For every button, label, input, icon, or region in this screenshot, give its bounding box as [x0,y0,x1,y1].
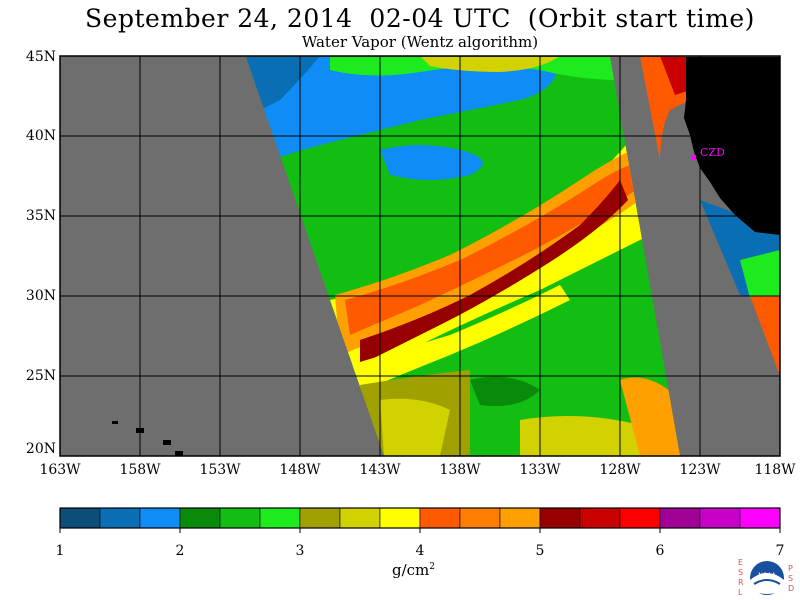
colorbar-unit-base: g/cm [392,561,430,579]
lat-label-20n: 20N [25,441,56,457]
colorbar-swatch [139,507,181,529]
noaa-emblem-icon: NOAA [750,561,784,595]
colorbar-swatch [539,507,581,529]
colorbar-tick-4: 4 [415,543,425,559]
colorbar-swatch [379,507,421,529]
colorbar-swatch [259,507,301,529]
lat-lon-grid [60,56,780,456]
lat-label-35n: 35N [25,208,56,224]
colorbar-swatch [699,507,741,529]
noaa-logo-text: NOAA [758,572,776,579]
colorbar-swatch [219,507,261,529]
lat-label-45n: 45N [25,49,56,65]
map-frame [59,55,781,457]
station-label: CZD [700,146,725,159]
lon-label-133w: 133W [519,462,561,478]
colorbar-unit-exponent: 2 [429,562,436,572]
colorbar-swatch [659,507,701,529]
colorbar-swatch [179,507,221,529]
lat-label-40n: 40N [25,128,56,144]
colorbar-swatch [99,507,141,529]
colorbar-swatch [59,507,101,529]
lat-label-25n: 25N [25,368,56,384]
colorbar-tick-3: 3 [295,543,305,559]
colorbar-tick-6: 6 [655,543,665,559]
colorbar-swatch [419,507,461,529]
colorbar-tick-5: 5 [535,543,545,559]
colorbar-tick-2: 2 [175,543,185,559]
lat-label-30n: 30N [25,288,56,304]
colorbar [59,507,781,533]
lon-label-158w: 158W [119,462,161,478]
station-marker [691,155,696,160]
colorbar-swatch [299,507,341,529]
map-subtitle: Water Vapor (Wentz algorithm) [301,33,539,51]
colorbar-tick-7: 7 [775,543,785,559]
lon-label-153w: 153W [199,462,241,478]
lon-label-128w: 128W [599,462,641,478]
lon-label-163w: 163W [39,462,81,478]
lon-label-143w: 143W [359,462,401,478]
map-title: September 24, 2014 02-04 UTC (Orbit star… [85,4,755,33]
lon-label-148w: 148W [279,462,321,478]
colorbar-swatch [499,507,541,529]
land-north-america [684,57,780,235]
colorbar-unit: g/cm2 [392,561,435,579]
colorbar-swatch [459,507,501,529]
lon-label-123w: 123W [679,462,721,478]
lon-label-138w: 138W [439,462,481,478]
colorbar-swatch [739,507,781,529]
colorbar-tick-1: 1 [55,543,65,559]
lon-label-118w: 118W [754,462,796,478]
colorbar-swatch [339,507,381,529]
colorbar-swatch [579,507,621,529]
colorbar-swatch [619,507,661,529]
